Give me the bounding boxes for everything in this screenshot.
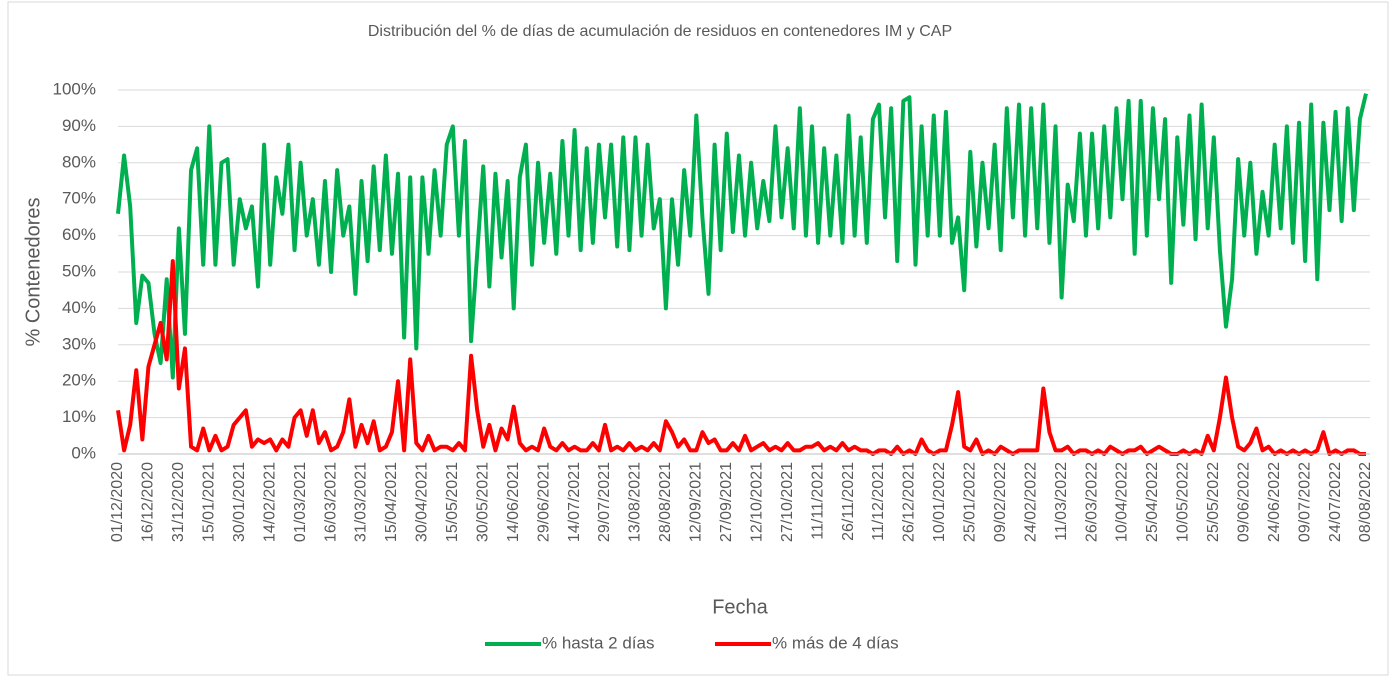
x-tick-label: 26/12/2021 [901,462,918,542]
x-tick-label: 16/03/2021 [322,462,339,542]
x-tick-label: 11/12/2021 [870,462,887,541]
y-tick-label: 10% [62,407,96,426]
y-tick-label: 90% [62,116,96,135]
x-tick-label: 10/05/2022 [1175,462,1192,542]
y-tick-label: 40% [62,298,96,317]
chart-frame [7,1,1389,676]
x-tick-label: 26/03/2022 [1083,462,1100,542]
x-tick-label: 29/06/2021 [535,462,552,542]
x-tick-label: 14/07/2021 [566,462,583,542]
x-tick-label: 14/02/2021 [261,462,278,542]
x-tick-label: 09/06/2022 [1235,462,1252,542]
x-tick-label: 15/01/2021 [201,462,218,542]
x-axis-title: Fecha [712,596,768,618]
x-tick-label: 30/01/2021 [231,462,248,542]
x-tick-label: 12/10/2021 [748,462,765,542]
x-tick-label: 13/08/2021 [627,462,644,542]
x-tick-label: 27/09/2021 [718,462,735,542]
x-tick-label: 08/08/2022 [1357,462,1374,542]
x-tick-label: 27/10/2021 [779,462,796,542]
y-tick-label: 30% [62,334,96,353]
y-tick-label: 0% [71,443,96,462]
x-tick-label: 26/11/2021 [840,462,857,541]
x-tick-label: 11/11/2021 [809,462,826,540]
x-tick-label: 31/03/2021 [353,462,370,542]
x-tick-label: 24/07/2022 [1327,462,1344,542]
x-tick-label: 31/12/2020 [170,462,187,542]
x-tick-label: 14/06/2021 [505,462,522,542]
x-tick-label: 30/04/2021 [414,462,431,542]
y-tick-label: 60% [62,225,96,244]
x-tick-label: 09/07/2022 [1296,462,1313,542]
x-tick-label: 01/03/2021 [292,462,309,542]
x-tick-label: 01/12/2020 [109,462,126,542]
x-tick-label: 24/02/2022 [1022,462,1039,542]
x-tick-label: 25/04/2022 [1144,462,1161,542]
legend-label: % hasta 2 días [542,633,654,652]
y-tick-label: 70% [62,189,96,208]
y-axis-title: % Contenedores [22,198,44,347]
x-tick-label: 25/01/2022 [962,462,979,542]
legend-label: % más de 4 días [772,633,899,652]
x-tick-label: 09/02/2022 [992,462,1009,542]
y-tick-label: 20% [62,371,96,390]
x-tick-label: 28/08/2021 [657,462,674,542]
x-tick-label: 25/05/2022 [1205,462,1222,542]
x-tick-label: 12/09/2021 [688,462,705,542]
series-line [116,93,1368,380]
x-tick-label: 15/05/2021 [444,462,461,542]
x-tick-label: 30/05/2021 [474,462,491,542]
x-tick-label: 10/04/2022 [1114,462,1131,542]
y-tick-label: 100% [53,79,96,98]
x-tick-label: 10/01/2022 [931,462,948,542]
series-line [116,259,1366,456]
x-tick-label: 29/07/2021 [596,462,613,542]
y-tick-label: 50% [62,261,96,280]
x-tick-label: 11/03/2022 [1053,462,1070,541]
x-tick-label: 15/04/2021 [383,462,400,542]
chart-title: Distribución del % de días de acumulació… [368,23,952,40]
x-tick-label: 16/12/2020 [140,462,157,542]
y-tick-label: 80% [62,152,96,171]
x-tick-label: 24/06/2022 [1266,462,1283,542]
